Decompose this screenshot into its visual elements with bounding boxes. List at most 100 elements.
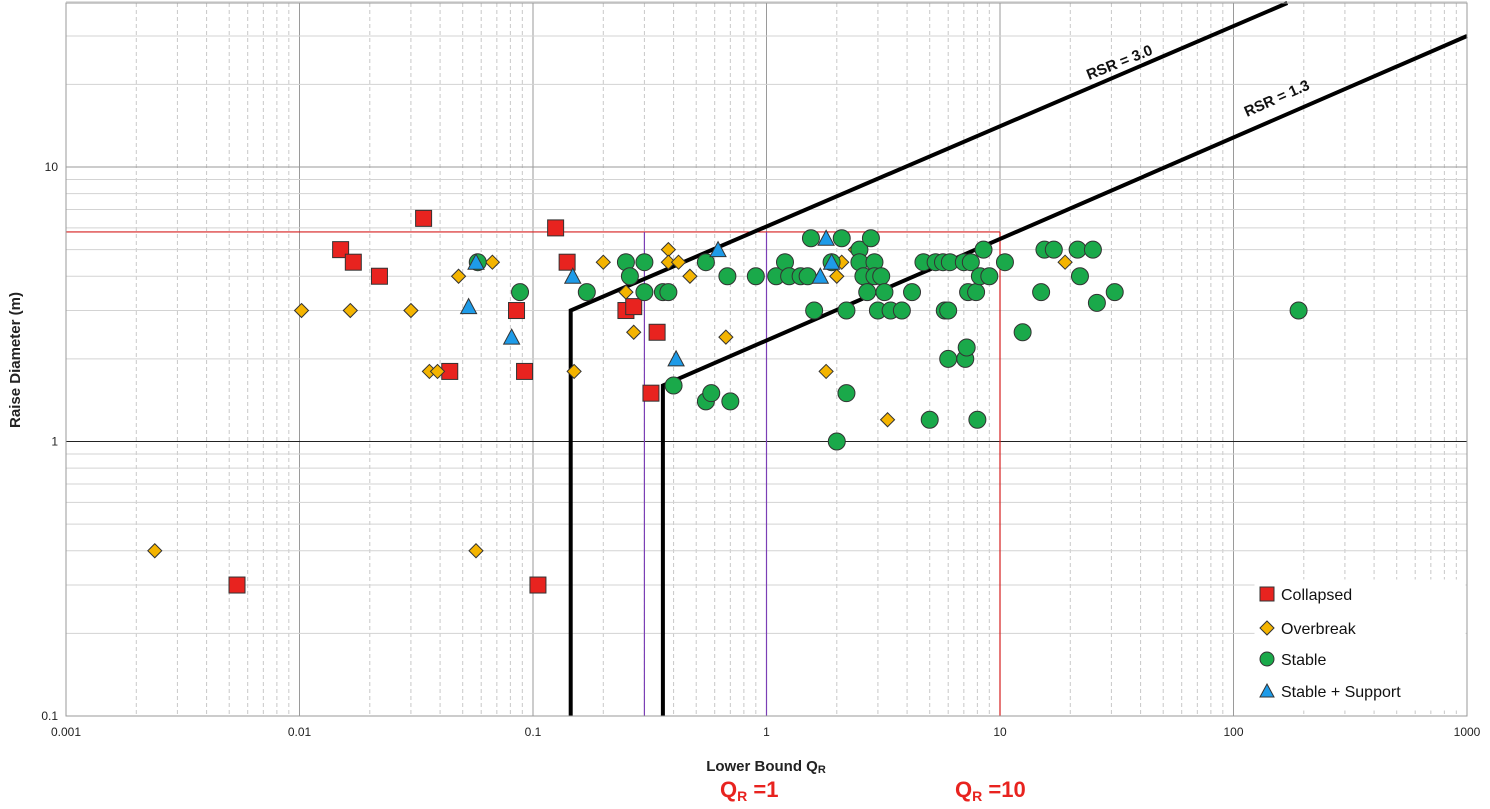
data-point-stable [511, 283, 530, 302]
data-point-collapsed [648, 323, 666, 341]
data-point-stable [903, 283, 922, 302]
data-point-stable [968, 410, 987, 429]
data-point-stable [805, 301, 824, 320]
data-point-overbreak [566, 363, 582, 380]
data-point-stable [837, 301, 856, 320]
data-point-stable [1044, 240, 1063, 259]
data-point-stable [1013, 323, 1032, 342]
legend-label-stable: Stable [1281, 652, 1326, 669]
y-tick-label: 1 [51, 435, 58, 449]
data-point-overbreak [718, 329, 734, 345]
data-point-stable [577, 283, 596, 302]
legend-marker-stable-support [1259, 682, 1275, 698]
data-point-stable [858, 283, 877, 302]
reference-line-rsr-3 [568, 1, 1289, 716]
data-point-overbreak [484, 254, 501, 270]
data-point-stable [832, 229, 851, 248]
data-point-collapsed [529, 576, 547, 594]
data-point-stable-support [709, 240, 727, 258]
data-point-overbreak [818, 363, 834, 380]
data-point-collapsed [547, 219, 565, 237]
data-point-overbreak [829, 268, 845, 284]
data-point-stable [827, 432, 846, 451]
y-axis-title: Raise Diameter (m) [7, 292, 24, 428]
x-tick-label: 0.001 [51, 725, 81, 739]
data-point-stable [659, 283, 678, 302]
legend: Collapsed Overbreak Stable Stable + Supp… [1254, 579, 1466, 711]
legend-box [1254, 579, 1466, 711]
legend-label-stable-support: Stable + Support [1281, 684, 1401, 701]
data-point-stable [1068, 240, 1087, 259]
data-point-stable [939, 349, 958, 368]
x-tick-label: 0.01 [288, 725, 312, 739]
data-point-stable [995, 253, 1014, 272]
data-point-stable [939, 301, 958, 320]
data-point-collapsed [625, 298, 643, 316]
data-point-overbreak [468, 543, 484, 559]
data-point-stable-support [822, 253, 841, 270]
tick-labels: 0.001 0.01 0.1 1 10 100 1000 0.1 1 10 [41, 160, 1480, 739]
data-point-stable [920, 410, 939, 429]
plot-frame [65, 2, 1468, 717]
qr-1-note: QR =1 [720, 777, 778, 804]
data-point-collapsed [415, 209, 433, 227]
data-point-stable [718, 267, 737, 286]
data-point-overbreak [342, 302, 358, 319]
legend-label-collapsed: Collapsed [1281, 587, 1352, 604]
data-point-collapsed [228, 576, 246, 594]
data-point-stable [1070, 267, 1089, 286]
data-point-stable [967, 283, 986, 302]
y-tick-label: 10 [45, 160, 59, 174]
reference-lines [568, 1, 1468, 716]
legend-marker-overbreak [1259, 620, 1275, 636]
data-point-overbreak [670, 254, 687, 270]
data-point-overbreak [879, 412, 896, 428]
data-point-overbreak [293, 302, 310, 319]
x-tick-label: 1 [763, 725, 770, 739]
data-point-stable [875, 283, 894, 302]
data-point-stable-support [502, 328, 521, 345]
data-point-stable-support [563, 267, 582, 284]
data-point-overbreak [450, 268, 467, 284]
data-point-stable-support [459, 297, 478, 315]
data-point-stable [635, 283, 654, 302]
data-point-stable-support [811, 267, 830, 284]
data-point-stable [696, 253, 715, 272]
data-point-stable [721, 392, 740, 411]
data-point-overbreak [1057, 254, 1073, 270]
data-point-overbreak [429, 363, 446, 380]
data-point-stable [861, 229, 880, 248]
data-point-overbreak [682, 268, 698, 284]
legend-label-overbreak: Overbreak [1281, 621, 1357, 638]
data-point-collapsed [516, 362, 534, 380]
data-point-collapsed [508, 302, 526, 320]
data-point-collapsed [344, 253, 362, 271]
data-point-collapsed [642, 384, 660, 402]
data-point-stable [702, 384, 721, 403]
data-point-stable [801, 229, 820, 248]
data-point-stable [957, 338, 976, 357]
x-tick-label: 10 [993, 725, 1007, 739]
qr-10-note: QR =10 [955, 777, 1026, 804]
data-point-overbreak [618, 284, 634, 300]
data-point-stable [980, 267, 999, 286]
data-point-stable [1289, 301, 1308, 320]
data-point-stable [746, 267, 765, 286]
x-tick-label: 1000 [1454, 725, 1481, 739]
data-points [147, 209, 1308, 594]
data-point-stable [620, 267, 639, 286]
legend-marker-stable [1259, 651, 1275, 667]
data-point-stable [1087, 293, 1106, 312]
x-tick-label: 0.1 [525, 725, 542, 739]
data-point-collapsed [332, 241, 350, 259]
data-point-stable [1032, 283, 1051, 302]
data-point-stable [872, 267, 891, 286]
legend-marker-collapsed [1259, 586, 1275, 602]
data-point-stable [1083, 240, 1102, 259]
data-point-overbreak [595, 254, 611, 270]
y-tick-label: 0.1 [41, 709, 58, 723]
ref-line-label-rsr-1-3: RSR = 1.3 [1242, 77, 1313, 121]
reference-line-rsr-1-3 [660, 34, 1468, 716]
data-point-stable [837, 384, 856, 403]
